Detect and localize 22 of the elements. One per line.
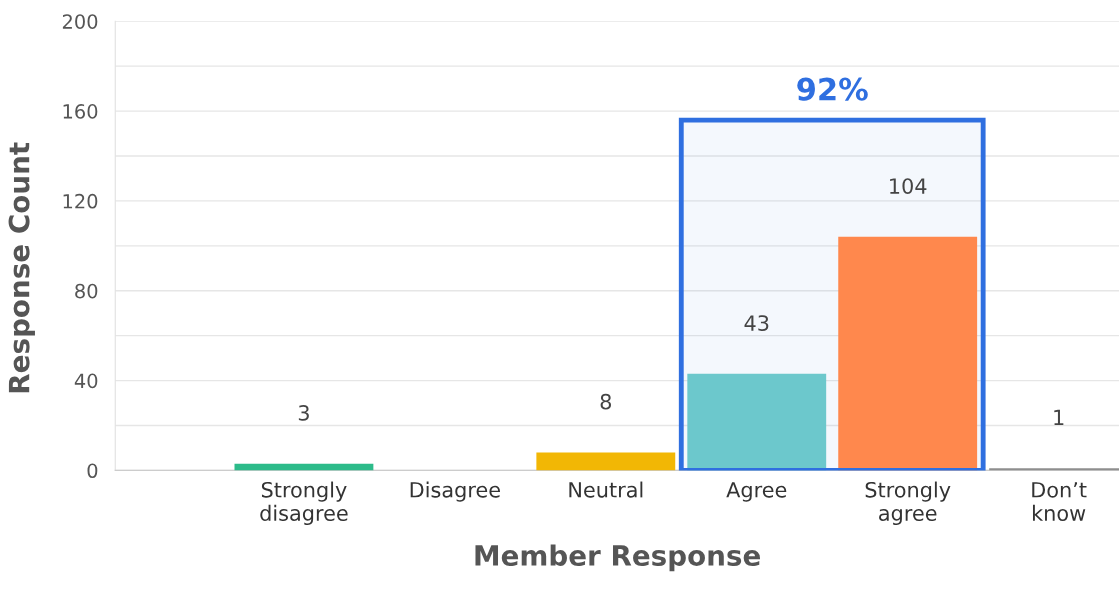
x-tick-label: Disagree	[410, 481, 500, 502]
x-tick-label: Strongly agree	[865, 481, 951, 526]
x-tick-label: Strongly disagree	[260, 481, 348, 526]
x-axis-title: Member Response	[475, 544, 760, 572]
y-axis-title: Response Count	[8, 142, 35, 393]
x-tick-label: Neutral	[569, 481, 643, 498]
y-tick-label: 40	[74, 373, 98, 389]
data-label: 1	[1054, 409, 1064, 425]
bar	[536, 452, 676, 471]
y-tick-label: 0	[87, 463, 98, 479]
y-tick-label: 80	[75, 283, 98, 299]
x-tick-label: Don’t know	[1032, 482, 1087, 521]
data-label: 8	[600, 393, 612, 410]
band-label: 92%	[797, 77, 868, 101]
y-tick-label: 160	[63, 104, 98, 119]
y-tick-label: 120	[63, 193, 98, 209]
data-label: 43	[744, 315, 769, 331]
data-label: 104	[890, 178, 927, 194]
bar	[687, 373, 827, 471]
data-label: 3	[298, 405, 309, 421]
y-tick-label: 200	[62, 14, 98, 29]
x-tick-label: Agree	[726, 482, 787, 502]
